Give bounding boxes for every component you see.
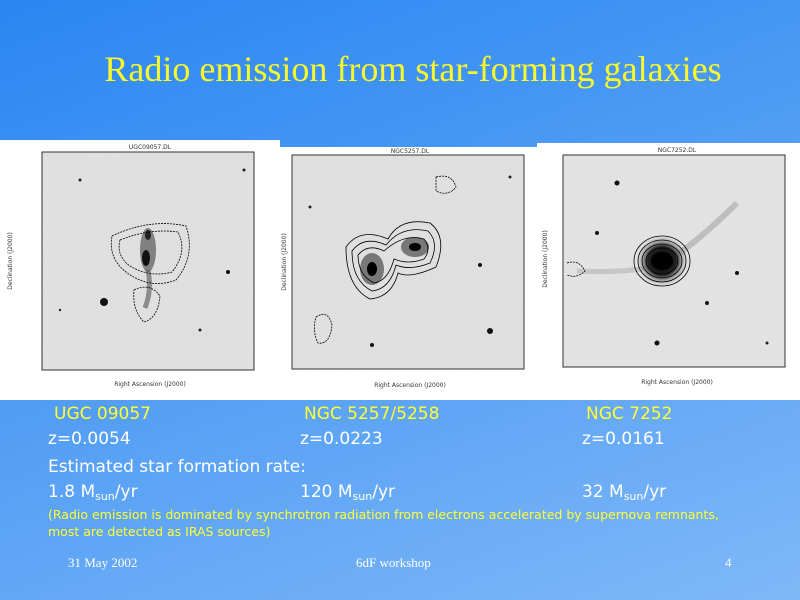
sfr-number: 1.8 M	[48, 482, 96, 502]
galaxy-redshift: z=0.0223	[300, 429, 383, 449]
galaxy-redshift: z=0.0161	[582, 429, 665, 449]
svg-text:NGC7252.DL: NGC7252.DL	[658, 147, 697, 154]
svg-text:Right Ascension (J2000): Right Ascension (J2000)	[374, 382, 446, 389]
galaxy-image-ugc09057: UGC09057.DL Right Ascension (J2000) Decl…	[0, 140, 280, 400]
svg-text:Declination (J2000): Declination (J2000)	[281, 233, 288, 291]
sfr-value-1: 1.8 Msun/yr	[48, 482, 138, 503]
footnote-line-1: (Radio emission is dominated by synchrot…	[48, 507, 719, 522]
galaxy-image-ngc5257-5258: NGC5257.DL Right Ascension (J2000) Decli…	[280, 147, 537, 400]
sfr-unit: /yr	[372, 482, 395, 502]
galaxy-name: UGC 09057	[54, 404, 151, 424]
svg-text:NGC5257.DL: NGC5257.DL	[391, 148, 430, 155]
galaxy-column-3: NGC 7252 z=0.0161	[582, 404, 672, 449]
svg-text:Declination (J2000): Declination (J2000)	[7, 232, 14, 290]
galaxy-name: NGC 7252	[586, 404, 673, 424]
sfr-number: 120 M	[300, 482, 353, 502]
sfr-value-2: 120 Msun/yr	[300, 482, 395, 503]
footnote: (Radio emission is dominated by synchrot…	[48, 506, 788, 540]
galaxy-column-1: UGC 09057 z=0.0054	[48, 404, 151, 449]
sfr-number: 32 M	[582, 482, 624, 502]
galaxy-redshift: z=0.0054	[48, 429, 131, 449]
sfr-unit: /yr	[643, 482, 667, 502]
svg-text:UGC09057.DL: UGC09057.DL	[129, 144, 172, 151]
svg-text:Right Ascension (J2000): Right Ascension (J2000)	[114, 381, 186, 388]
sfr-value-3: 32 Msun/yr	[582, 482, 666, 503]
sfr-unit: /yr	[114, 482, 138, 502]
sfr-subscript: sun	[623, 490, 644, 503]
sfr-subscript: sun	[352, 490, 373, 503]
sfr-subscript: sun	[95, 490, 115, 503]
footnote-line-2: most are detected as IRAS sources)	[48, 524, 271, 539]
svg-text:Right Ascension (J2000): Right Ascension (J2000)	[641, 379, 713, 386]
sfr-label: Estimated star formation rate:	[48, 457, 306, 477]
footer-event: 6dF workshop	[356, 555, 431, 570]
slide-title: Radio emission from star-forming galaxie…	[104, 49, 722, 89]
galaxy-column-2: NGC 5257/5258 z=0.0223	[300, 404, 439, 449]
svg-text:Declination (J2000): Declination (J2000)	[542, 230, 549, 288]
footer-date: 31 May 2002	[68, 555, 138, 570]
galaxy-image-ngc7252: NGC7252.DL Right Ascension (J2000) Decli…	[537, 143, 800, 400]
galaxy-name: NGC 5257/5258	[304, 404, 440, 424]
slide-number: 4	[725, 555, 732, 570]
